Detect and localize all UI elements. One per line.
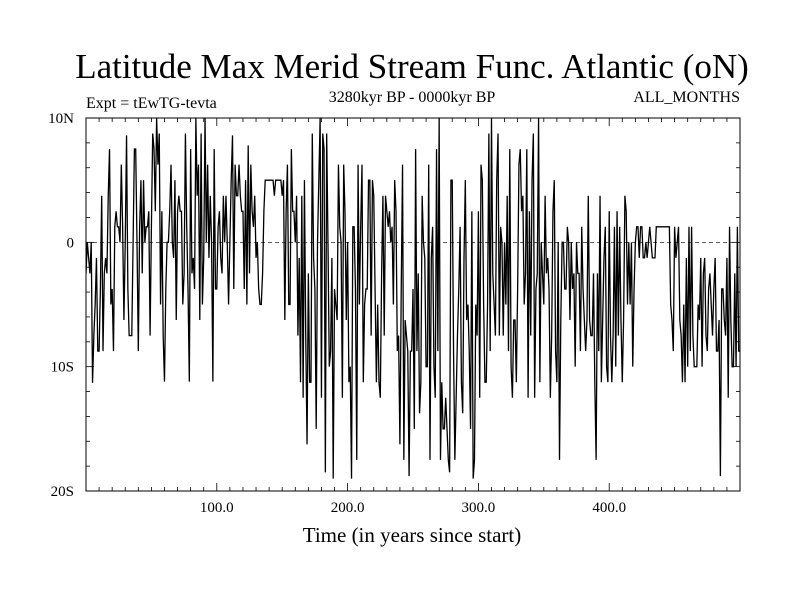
months-label: ALL_MONTHS	[633, 89, 740, 106]
time-range-label: 3280kyr BP - 0000kyr BP	[329, 89, 496, 106]
x-tick-label: 400.0	[592, 500, 626, 516]
y-tick-label: 0	[67, 235, 75, 251]
y-tick-label: 10S	[51, 360, 74, 376]
y-tick-label: 10N	[48, 111, 74, 127]
chart-title: Latitude Max Merid Stream Func. Atlantic…	[75, 47, 749, 86]
x-axis-label: Time (in years since start)	[303, 523, 522, 547]
x-tick-label: 200.0	[331, 500, 365, 516]
plot-area: 100.0 200.0 300.0 400.0 10N 0 10S 20S	[48, 111, 741, 516]
x-tick-label: 300.0	[462, 500, 496, 516]
experiment-label: Expt = tEwTG-tevta	[86, 95, 217, 112]
x-tick-label: 100.0	[200, 500, 234, 516]
y-tick-label: 20S	[51, 484, 74, 500]
data-series-line	[86, 118, 740, 479]
